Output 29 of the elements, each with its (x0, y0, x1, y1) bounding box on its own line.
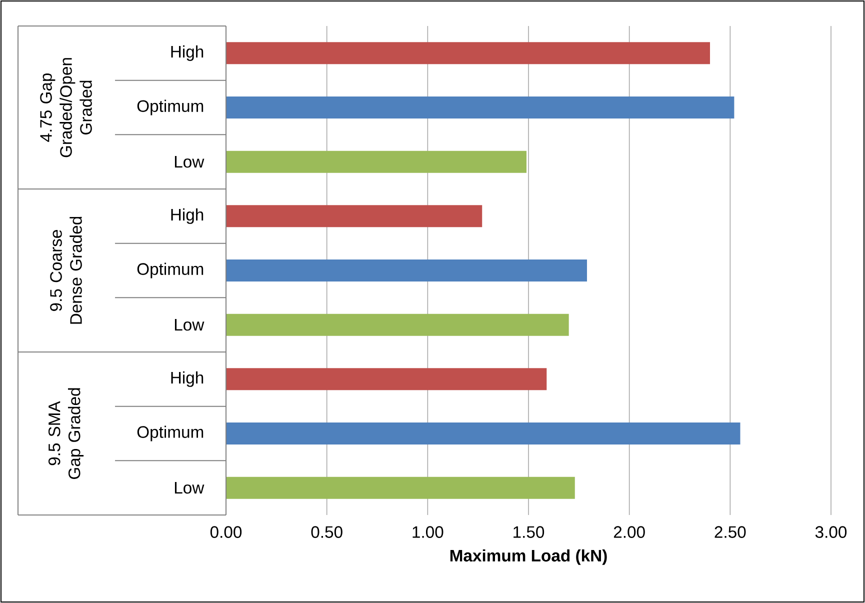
bar (226, 476, 575, 499)
x-tick-label: 2.50 (714, 526, 746, 538)
y-tick-label: High (171, 45, 204, 61)
y-tick-label: High (171, 208, 204, 224)
text: 9.5 SMA Gap Graded (48, 388, 84, 479)
bar (226, 96, 734, 119)
y-tick-label: Low (174, 156, 204, 168)
text: 9.5 Coarse Dense Graded (50, 216, 82, 324)
y-tick-label: Optimum (137, 100, 204, 116)
text: 4.75 Gap Graded/Open Graded (40, 58, 92, 158)
bar (226, 422, 740, 444)
bar (226, 205, 482, 228)
x-tick-label: 0.00 (210, 526, 242, 538)
y-tick-label: High (171, 371, 204, 387)
bar (226, 150, 526, 173)
x-tick-label: 0.50 (311, 526, 342, 538)
y-tick-label: Optimum (137, 262, 204, 278)
bar (226, 314, 569, 336)
x-tick-label: 1.50 (514, 526, 544, 538)
bar (226, 42, 710, 64)
y-tick-label: Low (174, 319, 204, 331)
y-tick-label: Low (174, 482, 204, 494)
bar (226, 368, 547, 390)
x-tick-label: 1.00 (412, 526, 444, 538)
x-tick-label: 2.00 (614, 526, 645, 538)
x-tick-label: 3.00 (815, 526, 847, 538)
y-tick-label: Optimum (137, 426, 204, 442)
bar (226, 260, 587, 282)
x-axis-title: Maximum Load (kN) (450, 549, 607, 565)
